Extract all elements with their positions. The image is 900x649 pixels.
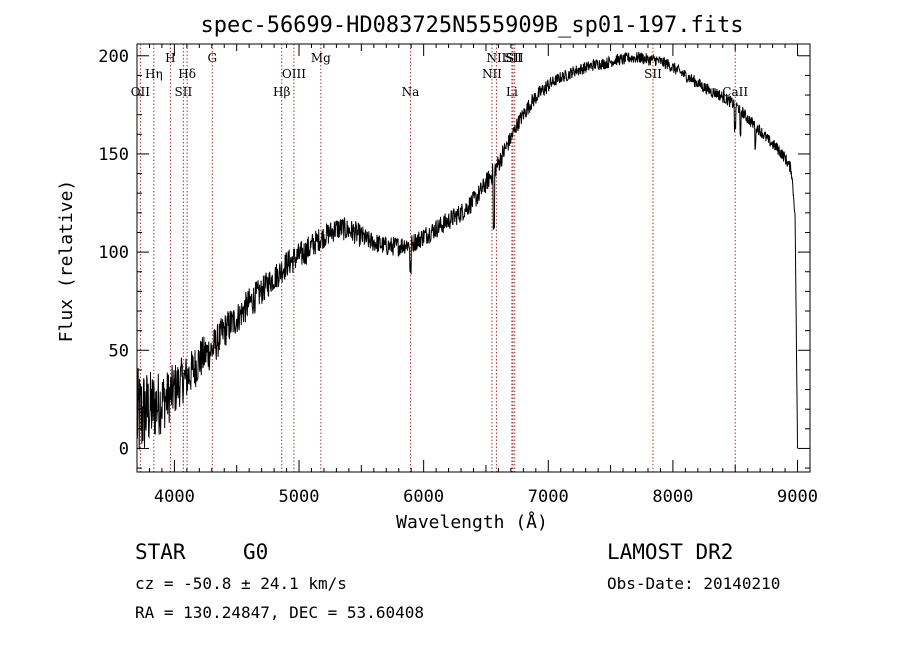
y-tick-label: 150: [98, 145, 129, 165]
obs-date: Obs-Date: 20140210: [607, 574, 781, 593]
spectral-line-labels: OIIHηHSIIHδGHβOIIIMgNaNIINIILiSIISIISIIC…: [131, 51, 749, 99]
redshift-readout: cz = -50.8 ± 24.1 km/s: [135, 574, 347, 593]
spectral-line-markers: [139, 44, 736, 472]
spectral-line-label: SII: [175, 85, 193, 99]
x-tick-label: 6000: [403, 487, 444, 507]
spectral-line-label: H: [165, 51, 175, 65]
spectral-line-label: NII: [482, 67, 502, 81]
spectral-line-label: Hη: [145, 67, 163, 81]
plot-frame: [136, 43, 811, 473]
y-tick-label: 0: [119, 439, 129, 459]
spectral-line-label: Mg: [311, 51, 331, 65]
coordinates: RA = 130.24847, DEC = 53.60408: [135, 603, 424, 622]
spectral-line-label: CaII: [722, 85, 748, 99]
spectral-line-label: G: [207, 51, 217, 65]
x-axis: 4000 5000 6000 7000 8000 9000: [136, 44, 818, 507]
y-axis-label: Flux (relative): [56, 180, 77, 343]
star-class: STAR: [135, 540, 186, 564]
star-subclass: G0: [243, 540, 269, 564]
spectral-line-label: OII: [131, 85, 151, 99]
spectral-line-label: SII: [644, 67, 662, 81]
chart-title: spec-56699-HD083725N555909B_sp01-197.fit…: [200, 13, 743, 38]
x-tick-label: 8000: [652, 487, 693, 507]
spectral-line-label: SII: [504, 51, 522, 65]
survey-name: LAMOST DR2: [607, 540, 734, 564]
y-tick-label: 50: [109, 341, 129, 361]
spectral-line-label: OIII: [282, 67, 306, 81]
y-axis: 0 50 100 150 200: [98, 47, 810, 469]
spectrum-series-line: [136, 51, 798, 450]
x-tick-label: 9000: [777, 487, 818, 507]
spectral-line-label: Hβ: [273, 85, 290, 99]
spectral-line-label: SII: [506, 51, 524, 65]
x-tick-label: 4000: [154, 487, 195, 507]
spectral-line-label: NII: [486, 51, 506, 65]
x-tick-label: 7000: [528, 487, 569, 507]
y-tick-label: 200: [98, 47, 129, 67]
x-axis-label: Wavelength (Å): [396, 511, 548, 533]
y-tick-label: 100: [98, 243, 129, 263]
spectral-line-label: Na: [402, 85, 420, 99]
spectral-line-label: Hδ: [178, 67, 196, 81]
spectral-line-label: Li: [506, 85, 518, 99]
x-tick-label: 5000: [279, 487, 320, 507]
